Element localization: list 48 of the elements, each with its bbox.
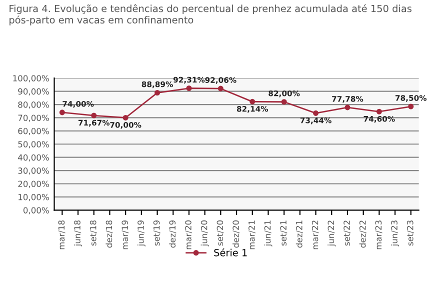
point bbox=[186, 85, 192, 92]
x-tick-label: mar/18 bbox=[58, 220, 66, 250]
x-tick-label: jun/18 bbox=[74, 220, 82, 246]
y-tick-label: 30,00% bbox=[18, 168, 49, 175]
x-tick-label: dez/19 bbox=[169, 220, 176, 248]
point bbox=[344, 104, 350, 110]
x-tick-label: set/22 bbox=[344, 220, 351, 246]
y-tick-label: 90,00% bbox=[18, 88, 49, 96]
point bbox=[154, 90, 160, 96]
x-tick-label: mar/22 bbox=[312, 220, 319, 250]
x-tick-label: set/19 bbox=[153, 220, 160, 246]
point bbox=[250, 98, 256, 104]
y-tick-label: 20,00% bbox=[18, 180, 49, 188]
y-tick-label: 100,00% bbox=[13, 75, 49, 82]
x-tick-label: mar/21 bbox=[248, 220, 256, 250]
legend-label: Série 1 bbox=[214, 248, 247, 256]
x-tick-label: set/18 bbox=[90, 220, 97, 246]
x-tick-label: jun/22 bbox=[328, 220, 336, 246]
x-tick-label: jun/21 bbox=[264, 220, 272, 246]
x-tick-label: mar/20 bbox=[185, 220, 192, 250]
point bbox=[408, 104, 414, 110]
point bbox=[59, 110, 65, 116]
x-tick-label: mar/23 bbox=[375, 220, 382, 250]
y-tick-label: 60,00% bbox=[18, 128, 49, 136]
y-tick-label: 80,00% bbox=[18, 101, 49, 109]
point bbox=[218, 86, 224, 92]
x-tick-label: set/23 bbox=[407, 220, 414, 246]
y-tick-label: 0,00% bbox=[23, 207, 49, 214]
point bbox=[376, 108, 382, 114]
y-tick-label: 70,00% bbox=[18, 114, 49, 122]
x-tick-label: set/20 bbox=[216, 220, 224, 246]
point bbox=[281, 99, 287, 105]
y-tick-label: 10,00% bbox=[18, 194, 49, 202]
x-tick-label: dez/18 bbox=[106, 220, 113, 248]
point bbox=[122, 114, 128, 120]
x-tick-label: jun/23 bbox=[391, 220, 400, 246]
point bbox=[313, 110, 319, 116]
x-tick-label: jun/19 bbox=[137, 220, 146, 246]
x-tick-label: mar/19 bbox=[122, 220, 129, 250]
chart-title: Figura 4. Evolução e tendências do percentual de prenhez acumulada até 150 dias pós-parto em vacas em confinamento bbox=[10, 4, 412, 26]
x-tick-label: dez/22 bbox=[359, 220, 366, 248]
point bbox=[91, 112, 97, 118]
x-tick-label: dez/20 bbox=[232, 220, 240, 248]
y-tick-label: 50,00% bbox=[18, 141, 49, 148]
x-tick-label: jun/20 bbox=[200, 220, 209, 246]
x-tick-label: dez/21 bbox=[296, 220, 304, 248]
y-tick-label: 40,00% bbox=[18, 154, 49, 162]
x-tick-label: set/21 bbox=[280, 220, 288, 246]
